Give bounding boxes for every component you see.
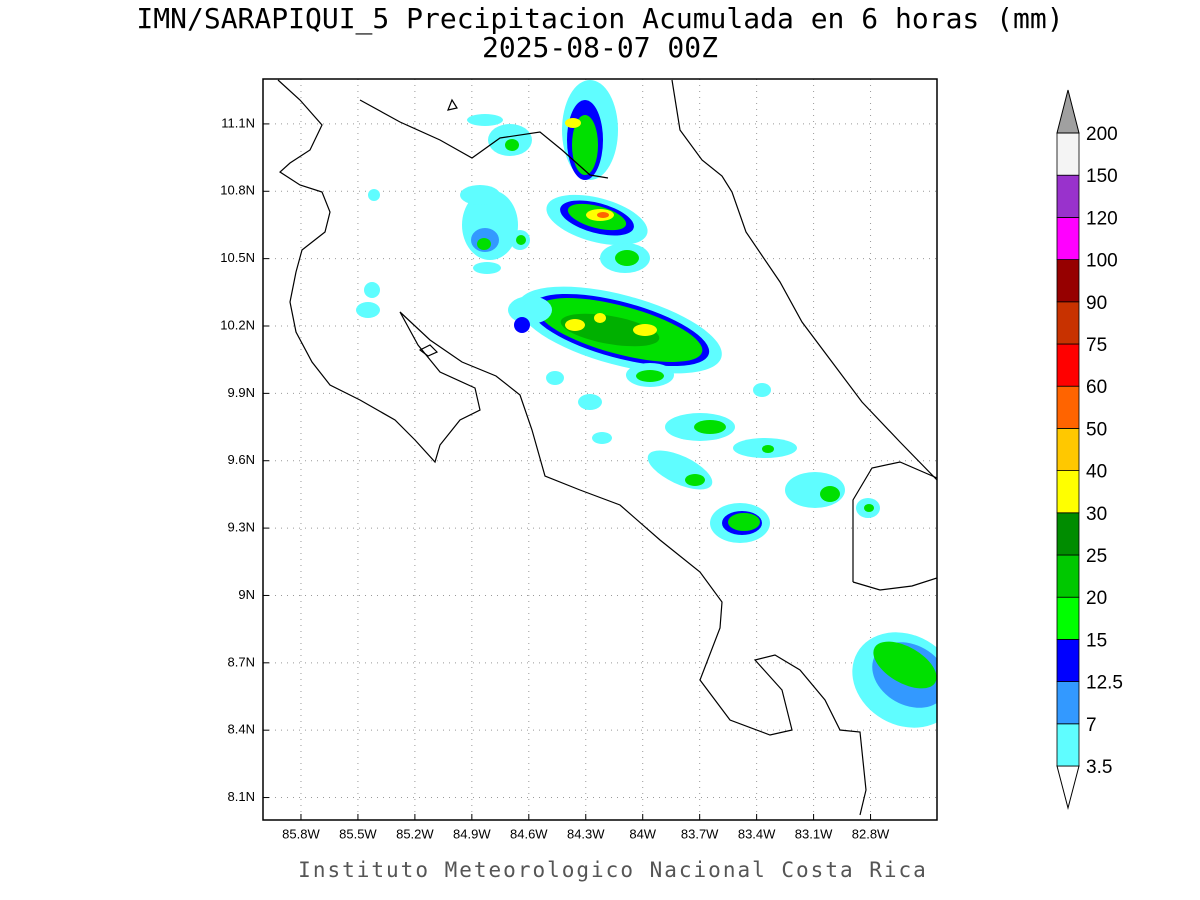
subtitle: 2025-08-07 00Z — [482, 31, 718, 64]
y-tick-label: 8.4N — [228, 722, 255, 737]
map-frame — [262, 78, 938, 821]
colorbar-segment — [1056, 343, 1080, 387]
colorbar-segment — [1056, 301, 1080, 345]
colorbar-label: 120 — [1086, 208, 1118, 229]
colorbar-segment — [1056, 216, 1080, 260]
colorbar-segment — [1056, 723, 1080, 767]
colorbar-label: 60 — [1086, 377, 1107, 398]
y-tick-label: 8.1N — [228, 789, 255, 804]
x-tick-label: 83.4W — [738, 826, 776, 841]
colorbar-label: 15 — [1086, 630, 1107, 651]
y-tick-label: 10.8N — [220, 183, 255, 198]
precip-area — [356, 80, 937, 728]
colorbar-segment — [1056, 470, 1080, 514]
y-tick-label: 8.7N — [228, 654, 255, 669]
colorbar-segment — [1056, 596, 1080, 640]
title: IMN/SARAPIQUI_5 Precipitacion Acumulada … — [136, 2, 1063, 36]
x-tick-label: 83.7W — [681, 826, 719, 841]
colorbar-label: 90 — [1086, 293, 1107, 314]
colorbar-segment — [1056, 259, 1080, 303]
colorbar-below — [1056, 765, 1080, 810]
precipitation — [356, 80, 937, 728]
colorbar: 3.5 7 12.5 15 20 25 30 40 50 60 75 90 100 120 150 200 — [1056, 89, 1123, 810]
colorbar-segment — [1056, 132, 1080, 176]
y-tick-label: 10.5N — [220, 250, 255, 265]
x-tick-label: 83.1W — [795, 826, 833, 841]
x-tick-label: 85.8W — [282, 826, 320, 841]
colorbar-label: 150 — [1086, 166, 1118, 187]
colorbar-label: 30 — [1086, 504, 1107, 525]
colorbar-label: 40 — [1086, 462, 1107, 483]
colorbar-segment — [1056, 639, 1080, 683]
colorbar-segment — [1056, 385, 1080, 429]
x-tick-label: 84.6W — [510, 826, 548, 841]
x-tick-label: 84.3W — [567, 826, 605, 841]
colorbar-label: 75 — [1086, 335, 1107, 356]
colorbar-above — [1056, 89, 1080, 134]
colorbar-label: 20 — [1086, 588, 1107, 609]
y-tick-label: 9N — [238, 587, 255, 602]
x-tick-label: 84.9W — [453, 826, 491, 841]
x-tick-label: 85.5W — [339, 826, 377, 841]
x-tick-label: 84W — [629, 826, 656, 841]
colorbar-segment — [1056, 512, 1080, 556]
colorbar-segment — [1056, 554, 1080, 598]
colorbar-label: 25 — [1086, 546, 1107, 567]
y-tick-label: 9.3N — [228, 520, 255, 535]
colorbar-label: 7 — [1086, 715, 1097, 736]
y-tick-label: 10.2N — [220, 317, 255, 332]
grid — [263, 79, 937, 820]
y-tick-label: 9.6N — [228, 452, 255, 467]
footer: Instituto Meteorologico Nacional Costa R… — [298, 858, 928, 882]
y-tick-label: 9.9N — [228, 385, 255, 400]
colorbar-segment — [1056, 174, 1080, 218]
colorbar-label: 50 — [1086, 419, 1107, 440]
colorbar-label: 100 — [1086, 251, 1118, 272]
y-tick-label: 11.1N — [221, 115, 255, 130]
colorbar-segment — [1056, 681, 1080, 725]
coastline — [277, 79, 937, 816]
colorbar-segment — [1056, 427, 1080, 471]
colorbar-label: 3.5 — [1086, 757, 1112, 778]
colorbar-label: 200 — [1086, 124, 1118, 145]
x-tick-label: 85.2W — [396, 826, 434, 841]
x-tick-label: 82.8W — [852, 826, 890, 841]
colorbar-label: 12.5 — [1086, 673, 1123, 694]
